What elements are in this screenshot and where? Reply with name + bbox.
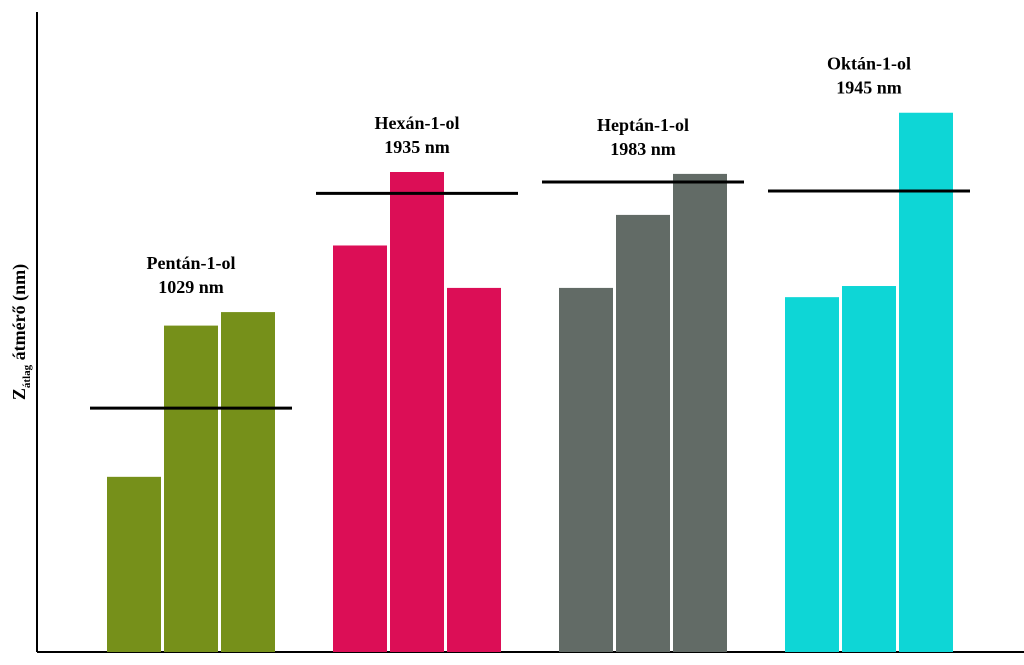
bar-1-3 (221, 312, 275, 652)
group-name-label-3: Heptán-1-ol (597, 115, 689, 135)
group-name-label-1: Pentán-1-ol (147, 253, 236, 273)
bar-3-2 (616, 214, 670, 653)
bar-4-3 (899, 112, 953, 653)
group-mean-label-3: 1983 nm (610, 139, 676, 159)
bar-2-1 (333, 245, 387, 652)
bar-3-1 (559, 287, 613, 652)
bar-3-3 (673, 173, 727, 652)
bar-4-2 (842, 286, 896, 652)
bar-4-1 (785, 297, 839, 652)
bar-1-1 (107, 476, 161, 652)
group-name-label-4: Oktán-1-ol (827, 54, 911, 74)
group-mean-label-2: 1935 nm (384, 137, 450, 157)
group-name-label-2: Hexán-1-ol (375, 113, 460, 133)
bar-2-3 (447, 287, 501, 652)
group-mean-label-1: 1029 nm (158, 277, 224, 297)
bar-1-2 (164, 325, 218, 652)
group-mean-label-4: 1945 nm (836, 78, 902, 98)
bars-layer: Pentán-1-ol 1029 nm Hexán-1-ol 1935 nm Heptá… (90, 54, 970, 653)
y-axis-label: Zátlag átmérő (nm) (9, 264, 33, 400)
bar-2-2 (390, 172, 444, 652)
